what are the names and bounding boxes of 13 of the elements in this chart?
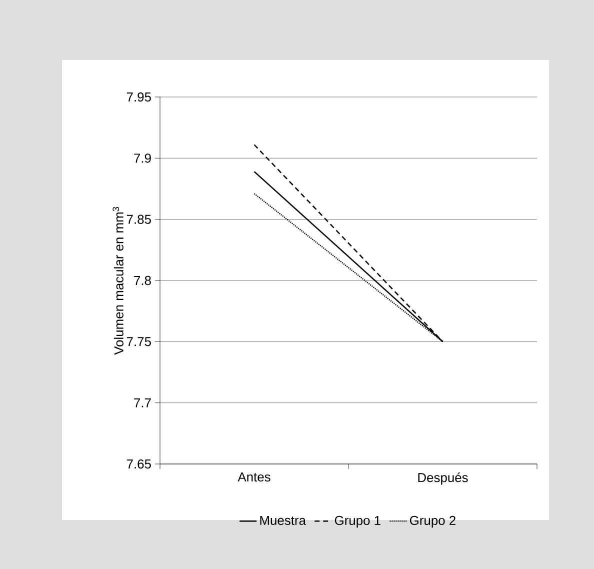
y-tick-label: 7.7 <box>134 398 151 408</box>
legend-label: Muestra <box>260 516 306 525</box>
legend-label: Grupo 1 <box>334 516 380 528</box>
y-tick-label: 7.95 <box>126 92 151 102</box>
y-tick-label: 7.75 <box>126 337 151 346</box>
legend-label: Grupo 2 <box>410 516 456 528</box>
y-tick-label: 7.85 <box>126 214 151 224</box>
x-tick-label: Antes <box>238 472 270 482</box>
y-tick-label: 7.8 <box>134 276 151 286</box>
y-axis-title: Volumen macular en mm$^{3}$ <box>112 206 124 355</box>
x-tick-label: Después <box>418 472 468 485</box>
y-tick-label: 7.65 <box>126 459 151 469</box>
y-tick-label: 7.9 <box>134 154 151 163</box>
